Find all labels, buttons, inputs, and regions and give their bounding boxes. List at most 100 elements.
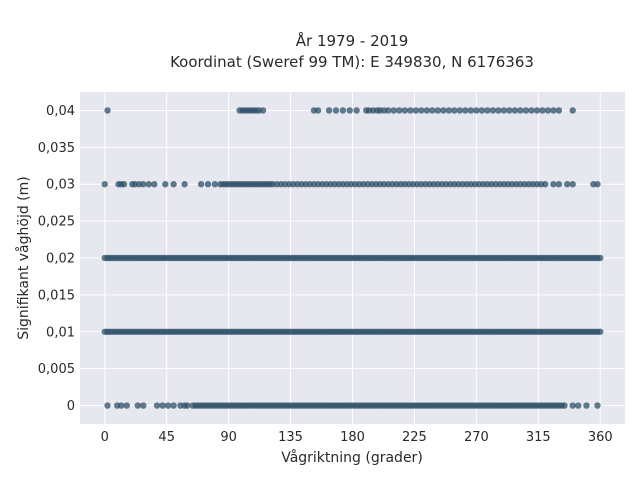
- data-point: [563, 181, 571, 188]
- data-point: [204, 181, 212, 188]
- data-point: [325, 107, 333, 114]
- data-point: [423, 107, 431, 114]
- data-point: [197, 181, 205, 188]
- data-point: [597, 328, 604, 335]
- data-point: [401, 107, 408, 114]
- y-tick-label: 0,035: [38, 141, 75, 156]
- data-points: [101, 107, 604, 409]
- data-point: [346, 107, 353, 114]
- data-point: [104, 107, 111, 114]
- data-point: [467, 107, 475, 114]
- data-point: [104, 402, 111, 409]
- data-point: [151, 181, 158, 188]
- chart-title-line-2: Koordinat (Sweref 99 TM): E 349830, N 61…: [170, 53, 534, 71]
- data-point: [511, 107, 519, 114]
- data-point: [445, 107, 453, 114]
- data-point: [170, 181, 177, 188]
- data-point: [594, 402, 601, 409]
- y-tick-label: 0,005: [38, 362, 75, 377]
- data-point: [583, 402, 590, 409]
- y-tick-label: 0,03: [46, 178, 75, 193]
- x-tick-label: 270: [464, 430, 489, 445]
- data-point: [550, 181, 557, 188]
- data-point: [164, 402, 172, 409]
- data-point: [478, 107, 486, 114]
- data-point: [181, 181, 188, 188]
- data-point: [473, 107, 480, 114]
- data-point: [569, 181, 576, 188]
- data-point: [533, 107, 541, 114]
- data-point: [412, 107, 420, 114]
- data-point: [555, 181, 563, 188]
- y-tick-label: 0,025: [38, 215, 75, 230]
- data-point: [134, 402, 142, 409]
- data-point: [528, 107, 535, 114]
- x-tick-labels: 0 45 90 135 180 225 270 315 360: [101, 430, 613, 445]
- data-point: [434, 107, 442, 114]
- data-point: [145, 181, 153, 188]
- x-tick-label: 90: [220, 430, 237, 445]
- data-point: [517, 107, 524, 114]
- data-point: [353, 107, 360, 114]
- x-tick-label: 315: [526, 430, 551, 445]
- data-point: [332, 107, 340, 114]
- data-point: [495, 107, 502, 114]
- chart-title-line-1: År 1979 - 2019: [296, 31, 409, 50]
- data-point: [506, 107, 513, 114]
- x-tick-label: 225: [402, 430, 427, 445]
- data-point: [390, 107, 397, 114]
- data-point: [451, 107, 458, 114]
- data-point: [211, 181, 219, 188]
- data-point: [561, 402, 568, 409]
- data-point: [118, 402, 125, 409]
- data-point: [159, 402, 166, 409]
- data-point: [120, 181, 128, 188]
- data-point: [259, 107, 267, 114]
- data-point: [522, 107, 530, 114]
- data-point: [484, 107, 491, 114]
- data-point: [569, 107, 576, 114]
- data-point: [575, 402, 582, 409]
- data-point: [101, 181, 108, 188]
- x-tick-label: 180: [340, 430, 365, 445]
- data-point: [550, 107, 557, 114]
- data-point: [541, 181, 549, 188]
- data-point: [555, 107, 563, 114]
- data-point: [314, 107, 322, 114]
- data-point: [162, 181, 169, 188]
- x-tick-label: 360: [588, 430, 613, 445]
- data-point: [123, 402, 130, 409]
- data-point: [489, 107, 497, 114]
- data-point: [597, 254, 604, 262]
- data-point: [407, 107, 414, 114]
- y-tick-label: 0,02: [46, 252, 75, 267]
- x-tick-label: 45: [158, 430, 175, 445]
- data-point: [418, 107, 425, 114]
- x-axis-label: Vågriktning (grader): [281, 449, 423, 466]
- data-point: [140, 181, 147, 188]
- y-tick-label: 0,015: [38, 288, 75, 303]
- data-point: [462, 107, 469, 114]
- data-point: [456, 107, 464, 114]
- data-point: [396, 107, 403, 114]
- data-point: [184, 402, 191, 409]
- data-point: [429, 107, 436, 114]
- y-axis-label: Signifikant våghöjd (m): [15, 176, 32, 339]
- data-point: [385, 107, 392, 114]
- y-tick-label: 0,01: [46, 325, 75, 340]
- data-point: [539, 107, 546, 114]
- y-tick-label: 0: [67, 399, 75, 414]
- data-point: [569, 402, 576, 409]
- y-tick-label: 0,04: [46, 104, 75, 119]
- x-tick-label: 135: [278, 430, 303, 445]
- data-point: [440, 107, 447, 114]
- data-point: [140, 402, 147, 409]
- data-point: [500, 107, 508, 114]
- data-point: [544, 107, 552, 114]
- data-point: [594, 181, 601, 188]
- x-tick-label: 0: [101, 430, 109, 445]
- data-point: [153, 402, 161, 409]
- data-point: [339, 107, 347, 114]
